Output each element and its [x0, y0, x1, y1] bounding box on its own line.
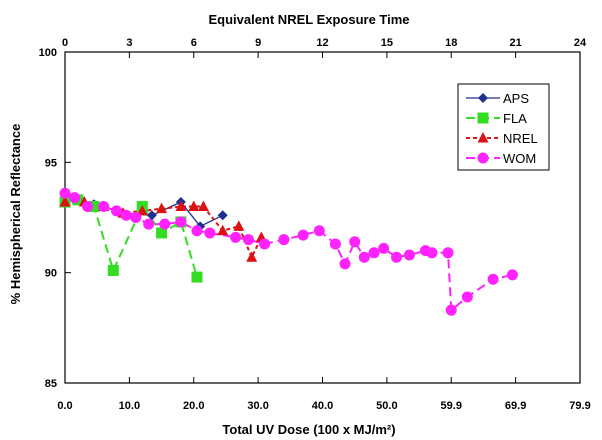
- data-point-nrel: [136, 204, 148, 216]
- data-point-wom: [461, 291, 473, 303]
- data-point-wom: [98, 200, 110, 212]
- data-point-wom: [120, 209, 132, 221]
- x-tick-label: 50.0: [376, 400, 397, 412]
- data-point-fla: [156, 227, 168, 239]
- data-point-wom: [230, 231, 242, 243]
- data-point-wom: [378, 242, 390, 254]
- legend: APS FLA NREL WOM: [457, 83, 550, 171]
- data-point-fla: [191, 271, 203, 283]
- legend-marker-nrel: [477, 132, 489, 143]
- data-point-aps: [217, 210, 228, 221]
- legend-label-wom: WOM: [503, 151, 536, 166]
- data-point-nrel: [246, 251, 258, 262]
- data-point-wom: [368, 247, 380, 259]
- top-axis-title: Equivalent NREL Exposure Time: [208, 12, 409, 27]
- data-point-wom: [358, 251, 370, 263]
- x2-tick-label: 21: [510, 37, 522, 49]
- data-point-wom: [69, 192, 81, 204]
- data-point-wom: [403, 249, 415, 261]
- data-point-nrel: [233, 220, 245, 231]
- data-point-wom: [191, 225, 203, 237]
- data-point-wom: [349, 236, 361, 248]
- data-point-wom: [445, 304, 457, 316]
- data-point-wom: [82, 200, 94, 212]
- data-point-nrel: [59, 196, 71, 207]
- data-point-wom: [506, 269, 518, 281]
- data-point-wom: [242, 234, 254, 246]
- legend-label-nrel: NREL: [503, 131, 538, 146]
- y-axis-title: % Hemispherical Reflectance: [8, 124, 23, 305]
- y-tick-label: 100: [39, 47, 57, 59]
- data-point-nrel: [197, 200, 209, 211]
- y-tick-label: 85: [45, 378, 57, 390]
- x2-tick-label: 6: [191, 37, 197, 49]
- x2-tick-label: 9: [255, 37, 261, 49]
- x2-tick-label: 12: [316, 37, 328, 49]
- x-tick-label: 40.0: [312, 400, 333, 412]
- data-point-wom: [143, 218, 155, 230]
- data-point-wom: [329, 238, 341, 250]
- x-tick-label: 0.0: [57, 400, 72, 412]
- legend-marker-wom: [477, 152, 489, 164]
- data-point-nrel: [175, 200, 187, 211]
- x-tick-label: 20.0: [183, 400, 204, 412]
- x-tick-label: 30.0: [247, 400, 268, 412]
- data-point-nrel: [188, 200, 200, 211]
- data-point-nrel: [156, 202, 168, 214]
- series-line-fla: [64, 198, 198, 278]
- x-tick-label: 10.0: [119, 400, 140, 412]
- x2-tick-label: 0: [62, 37, 68, 49]
- data-point-wom: [59, 187, 71, 199]
- x-tick-label: 79.9: [569, 400, 590, 412]
- data-point-wom: [259, 238, 271, 250]
- data-point-wom: [442, 247, 454, 259]
- bottom-axis-title: Total UV Dose (100 x MJ/m²): [222, 422, 395, 437]
- data-point-fla: [88, 200, 100, 212]
- data-point-wom: [487, 273, 499, 285]
- x-tick-label: 59.9: [441, 400, 462, 412]
- x2-tick-label: 18: [445, 37, 457, 49]
- data-point-aps: [146, 210, 157, 221]
- data-point-wom: [175, 216, 187, 228]
- data-point-wom: [130, 212, 142, 223]
- x-tick-label: 69.9: [505, 400, 526, 412]
- legend-marker-fla: [477, 112, 489, 124]
- data-point-wom: [278, 234, 290, 246]
- legend-marker-aps: [478, 93, 488, 103]
- data-point-nrel: [217, 224, 229, 236]
- data-point-wom: [297, 229, 309, 241]
- data-point-wom: [111, 205, 122, 217]
- data-point-wom: [204, 227, 216, 239]
- x2-tick-label: 3: [126, 37, 132, 49]
- data-point-wom: [391, 251, 403, 263]
- data-point-wom: [339, 258, 351, 270]
- x2-tick-label: 24: [574, 37, 587, 49]
- data-point-fla: [107, 264, 119, 276]
- x2-tick-label: 15: [381, 37, 393, 49]
- data-point-wom: [426, 247, 438, 259]
- legend-label-aps: APS: [503, 91, 529, 106]
- y-tick-label: 95: [45, 157, 57, 169]
- data-point-wom: [313, 225, 325, 237]
- y-tick-label: 90: [45, 268, 57, 280]
- legend-label-fla: FLA: [503, 111, 527, 126]
- data-point-wom: [159, 218, 171, 230]
